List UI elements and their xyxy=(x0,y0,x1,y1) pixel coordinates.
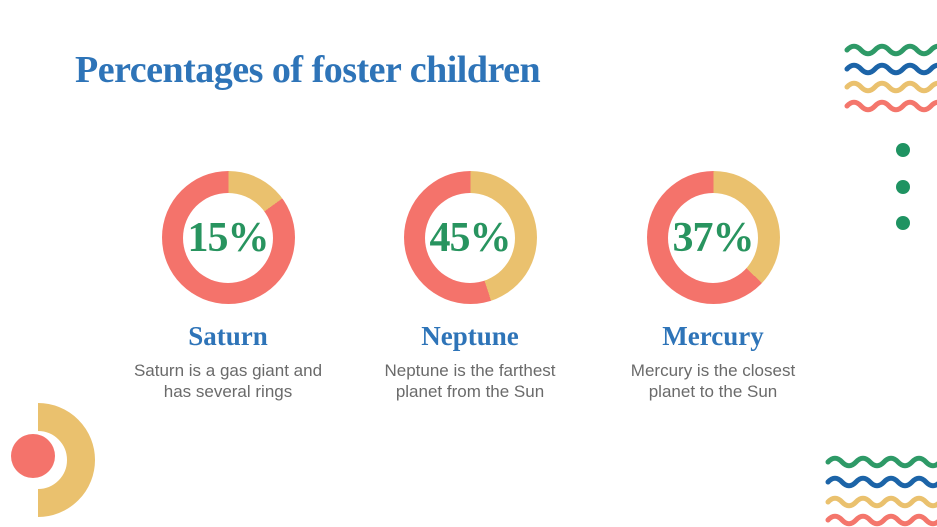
planet-name: Saturn xyxy=(188,321,268,351)
stat-column-saturn: 15% Saturn Saturn is a gas giant and has… xyxy=(103,171,353,402)
planet-description: Saturn is a gas giant and has several ri… xyxy=(133,361,323,401)
donut-chart-neptune: 45% xyxy=(403,171,537,304)
donut-chart-saturn: 15% xyxy=(161,171,295,304)
slide-title: Percentages of foster children xyxy=(75,49,541,91)
wavy-line-icon xyxy=(825,455,937,469)
wavy-line-icon xyxy=(825,495,937,509)
donut-hole: 45% xyxy=(425,192,515,283)
planet-description: Mercury is the closest planet to the Sun xyxy=(630,361,796,401)
dot-icon xyxy=(896,216,910,230)
donut-chart-mercury: 37% xyxy=(646,171,780,304)
circle-shape xyxy=(11,434,55,478)
percent-value: 37% xyxy=(672,214,755,261)
planet-name: Neptune xyxy=(421,321,519,351)
dots-decoration-right xyxy=(896,143,910,231)
wavy-line-icon xyxy=(825,475,937,489)
wavy-line-icon xyxy=(844,80,937,94)
stat-column-mercury: 37% Mercury Mercury is the closest plane… xyxy=(588,171,838,402)
percent-value: 15% xyxy=(187,214,270,261)
waves-decoration-bottom-right xyxy=(825,452,937,527)
dot-icon xyxy=(896,180,910,194)
stat-column-neptune: 45% Neptune Neptune is the farthest plan… xyxy=(345,171,595,402)
planet-name: Mercury xyxy=(662,321,764,351)
waves-decoration-top-right xyxy=(844,40,937,118)
wavy-line-icon xyxy=(844,99,937,112)
planet-description: Neptune is the farthest planet from the … xyxy=(384,361,556,401)
wavy-line-icon xyxy=(844,43,937,57)
donut-hole: 37% xyxy=(668,192,758,283)
percent-value: 45% xyxy=(429,214,512,261)
donut-hole: 15% xyxy=(183,192,273,283)
wavy-line-icon xyxy=(844,62,937,75)
wavy-line-icon xyxy=(825,513,937,527)
dot-icon xyxy=(896,143,910,157)
